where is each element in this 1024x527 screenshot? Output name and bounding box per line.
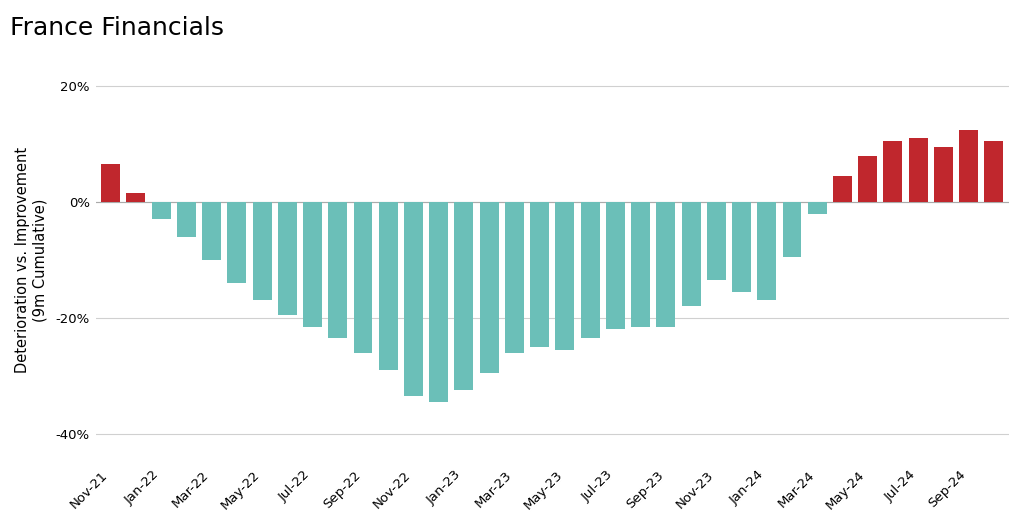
Bar	[429, 202, 449, 402]
Bar	[152, 202, 171, 219]
Bar	[782, 202, 802, 257]
Bar	[707, 202, 726, 280]
Bar	[278, 202, 297, 315]
Bar	[959, 130, 978, 202]
Bar	[858, 155, 878, 202]
Bar	[379, 202, 397, 370]
Bar	[253, 202, 271, 300]
Bar	[908, 138, 928, 202]
Bar	[530, 202, 549, 347]
Bar	[984, 141, 1004, 202]
Bar	[606, 202, 625, 329]
Bar	[353, 202, 373, 353]
Bar	[126, 193, 145, 202]
Bar	[404, 202, 423, 396]
Bar	[581, 202, 600, 338]
Bar	[505, 202, 524, 353]
Text: France Financials: France Financials	[10, 16, 224, 40]
Bar	[758, 202, 776, 300]
Bar	[732, 202, 751, 292]
Bar	[101, 164, 120, 202]
Bar	[833, 176, 852, 202]
Bar	[656, 202, 675, 327]
Bar	[934, 147, 953, 202]
Y-axis label: Deterioration vs. Improvement
(9m Cumulative): Deterioration vs. Improvement (9m Cumula…	[15, 147, 47, 373]
Bar	[177, 202, 196, 237]
Bar	[227, 202, 247, 283]
Bar	[884, 141, 902, 202]
Bar	[455, 202, 473, 391]
Bar	[479, 202, 499, 373]
Bar	[202, 202, 221, 260]
Bar	[682, 202, 700, 306]
Bar	[555, 202, 574, 350]
Bar	[329, 202, 347, 338]
Bar	[303, 202, 322, 327]
Bar	[808, 202, 826, 213]
Bar	[631, 202, 650, 327]
